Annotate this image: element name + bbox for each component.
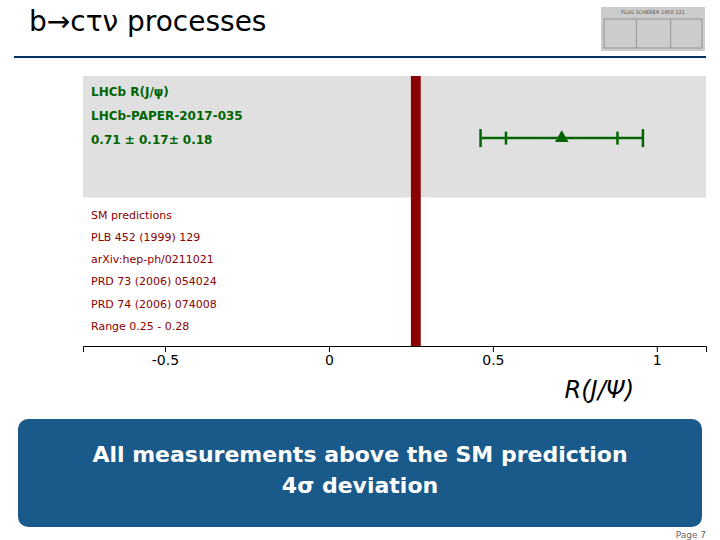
x-axis: -0.5 0 0.5 1 bbox=[84, 346, 707, 368]
tick-label: 0.5 bbox=[482, 352, 504, 368]
sm-band bbox=[411, 76, 421, 346]
tick-label: -0.5 bbox=[152, 352, 179, 368]
plot-area bbox=[83, 76, 706, 346]
lhcb-label: 0.71 ± 0.17± 0.18 bbox=[91, 133, 212, 147]
highlight-band bbox=[83, 76, 706, 198]
error-cap bbox=[642, 129, 645, 147]
footer-text: 4σ deviation bbox=[282, 473, 438, 498]
logo-divider bbox=[636, 19, 637, 48]
footer-box bbox=[18, 419, 702, 527]
stat-error-cap bbox=[616, 132, 619, 145]
title: b→cτν processes bbox=[29, 5, 266, 38]
sm-label: PRD 74 (2006) 074008 bbox=[91, 298, 217, 311]
footer-text: All measurements above the SM prediction bbox=[92, 442, 627, 467]
logo-outline bbox=[604, 19, 702, 48]
tick: 0 bbox=[325, 346, 334, 368]
tick: 1 bbox=[653, 346, 662, 368]
tick-label: 1 bbox=[653, 352, 662, 368]
lhcb-label: LHCb R(J/ψ) bbox=[91, 85, 169, 99]
sm-label: PRD 73 (2006) 054024 bbox=[91, 275, 217, 288]
logo-background bbox=[601, 7, 705, 51]
logo-text: FLUG SCHERER 1958 121 bbox=[621, 9, 685, 15]
stat-error-cap bbox=[505, 132, 508, 145]
tick: 0.5 bbox=[482, 346, 504, 368]
chart: b→cτν processes FLUG SCHERER 1958 121 -0.5… bbox=[0, 0, 720, 540]
lhcb-label: LHCb-PAPER-2017-035 bbox=[91, 109, 243, 123]
logo: FLUG SCHERER 1958 121 bbox=[601, 7, 705, 51]
title-rule bbox=[14, 56, 706, 58]
point bbox=[555, 130, 569, 142]
sm-label: PLB 452 (1999) 129 bbox=[91, 231, 200, 244]
x-axis-title: R(J/Ψ) bbox=[565, 376, 634, 404]
tick-label: 0 bbox=[325, 352, 334, 368]
page-number: Page 7 bbox=[676, 530, 706, 540]
error-cap bbox=[479, 129, 482, 147]
sm-label: SM predictions bbox=[91, 209, 172, 222]
tick: -0.5 bbox=[152, 346, 179, 368]
sm-label: arXiv:hep-ph/0211021 bbox=[91, 253, 214, 266]
sm-label: Range 0.25 - 0.28 bbox=[91, 320, 189, 333]
logo-divider bbox=[670, 19, 671, 48]
